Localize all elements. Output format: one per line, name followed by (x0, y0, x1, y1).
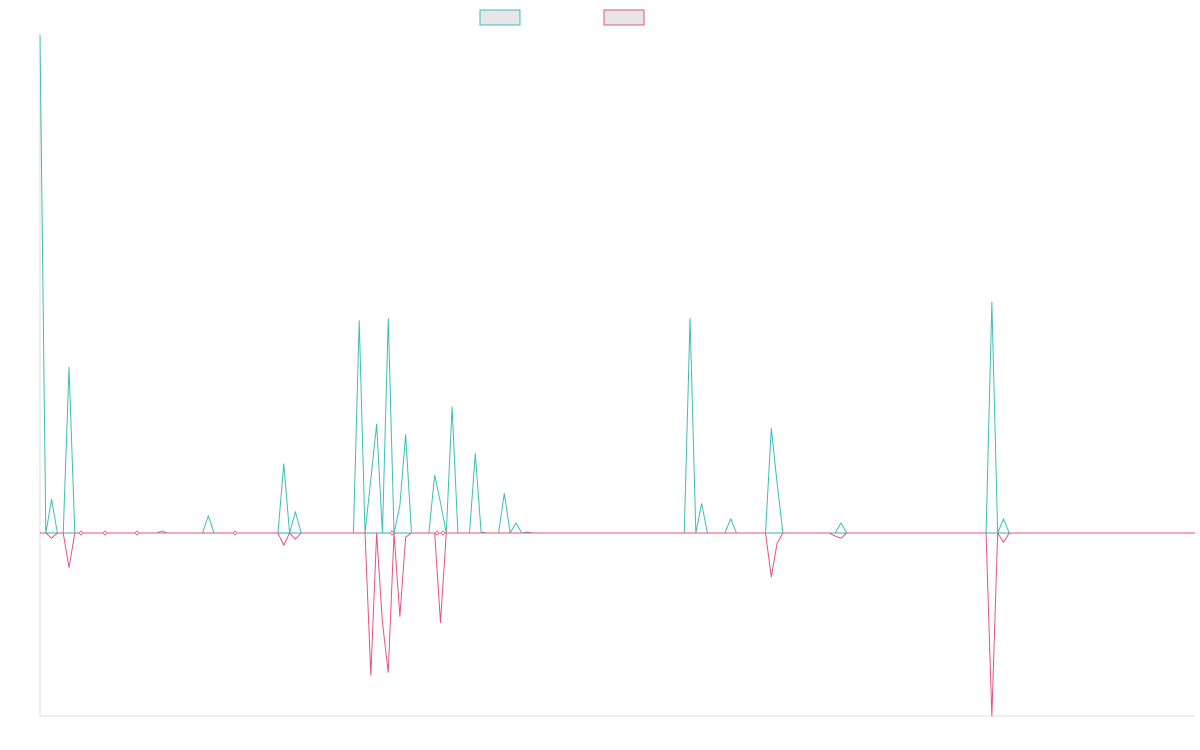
legend[interactable] (479, 9, 645, 26)
series2-legend-swatch[interactable] (603, 9, 645, 26)
data-point-marker (78, 530, 84, 536)
data-point-marker (102, 530, 108, 536)
data-point-marker (434, 530, 440, 536)
series-2-line (40, 532, 1195, 717)
data-point-marker (134, 530, 140, 536)
data-point-marker (232, 530, 238, 536)
data-point-marker (440, 530, 446, 536)
series-layer (39, 34, 1195, 717)
data-point-marker (389, 530, 395, 536)
series-1-line (39, 34, 1195, 534)
axes (39, 35, 1195, 717)
series1-legend-swatch[interactable] (479, 9, 521, 26)
